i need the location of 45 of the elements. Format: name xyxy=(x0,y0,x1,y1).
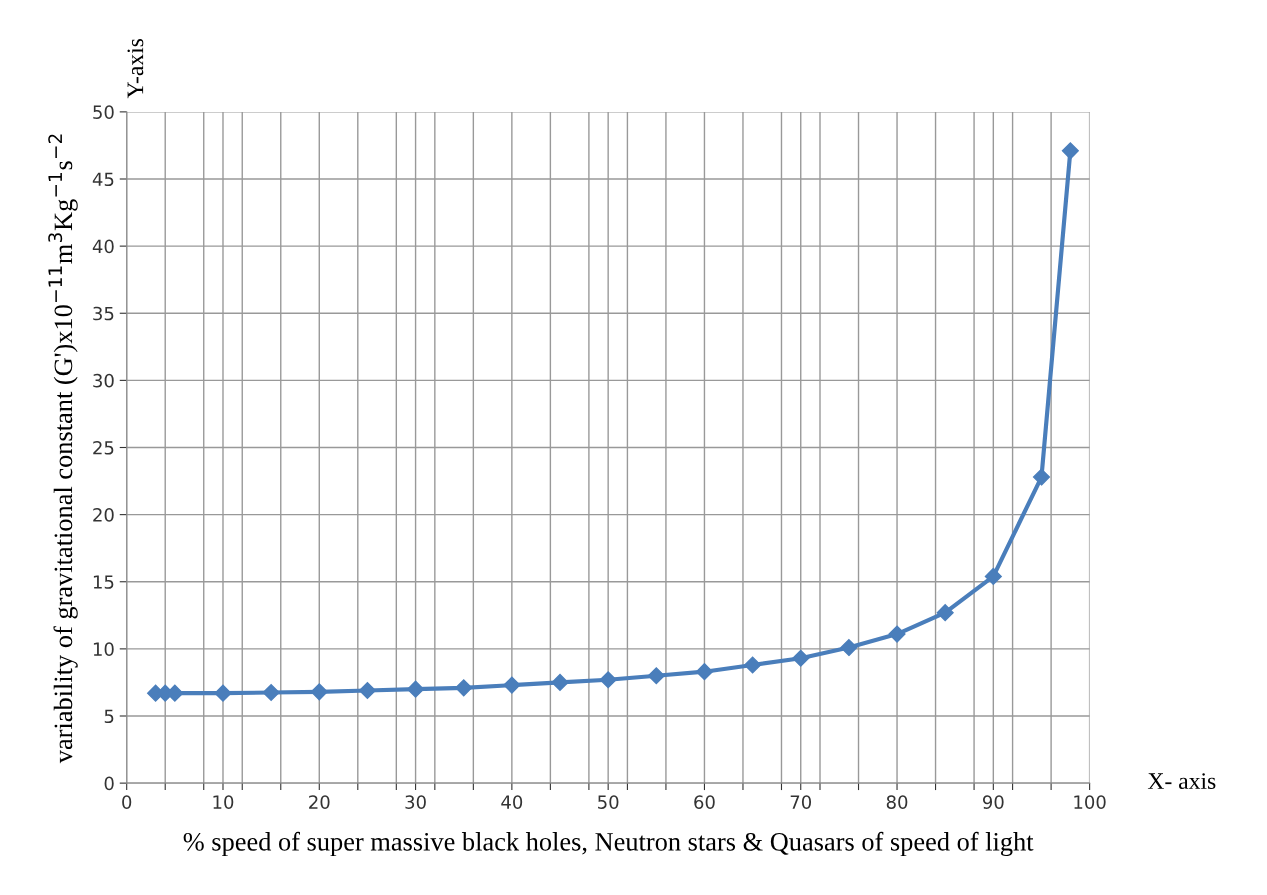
x-tick-label: 80 xyxy=(886,795,908,809)
y-tick-label: 5 xyxy=(104,709,114,724)
point xyxy=(358,681,376,700)
y-tick-label: 15 xyxy=(93,575,114,589)
point xyxy=(984,567,1002,585)
point xyxy=(455,679,473,697)
point xyxy=(888,625,906,643)
y-tick-label: 25 xyxy=(93,440,114,455)
y-axis-title: variability of gravitational constant (G')x10$^{−11}$m$^{3}$Kg$^{−1}$s$^{−2}$ xyxy=(48,134,78,764)
x-tick-label: 90 xyxy=(982,795,1004,809)
y-tick-label: 40 xyxy=(92,239,114,254)
point xyxy=(407,680,425,698)
y-tick-label: 45 xyxy=(92,172,114,187)
x-tick-label: 20 xyxy=(309,795,330,809)
point xyxy=(840,638,858,657)
y-tick-label: 20 xyxy=(93,508,114,522)
point xyxy=(214,684,232,702)
y-tick-label: 0 xyxy=(104,776,114,791)
point xyxy=(1061,142,1079,160)
point xyxy=(310,683,328,701)
point xyxy=(551,673,569,691)
point xyxy=(744,656,762,674)
point xyxy=(647,667,665,685)
point xyxy=(503,676,521,694)
text: Y-axis xyxy=(127,38,144,99)
x-tick-label: 60 xyxy=(694,795,715,809)
text: X- axis xyxy=(1147,773,1216,790)
x-tick-label: 100 xyxy=(1074,795,1106,809)
point xyxy=(936,604,954,622)
x-tick-label: 70 xyxy=(790,795,812,809)
y-tick-label: 50 xyxy=(93,105,114,119)
point xyxy=(1032,468,1051,486)
point xyxy=(599,671,617,689)
y-tick-label: 35 xyxy=(93,306,114,321)
point xyxy=(695,663,714,681)
point xyxy=(792,649,810,667)
x-tick-label: 50 xyxy=(598,795,619,809)
y-tick-label: 30 xyxy=(93,373,114,388)
x-tick-label: 40 xyxy=(501,795,523,809)
y-tick-label: 10 xyxy=(93,642,114,656)
x-tick-label: 0 xyxy=(122,795,132,809)
point xyxy=(262,683,280,702)
x-tick-label: 30 xyxy=(405,795,426,809)
x-axis-title: % speed of super massive black holes, Neutron stars & Quasars of speed of light xyxy=(183,831,1034,857)
x-tick-label: 10 xyxy=(213,795,234,809)
